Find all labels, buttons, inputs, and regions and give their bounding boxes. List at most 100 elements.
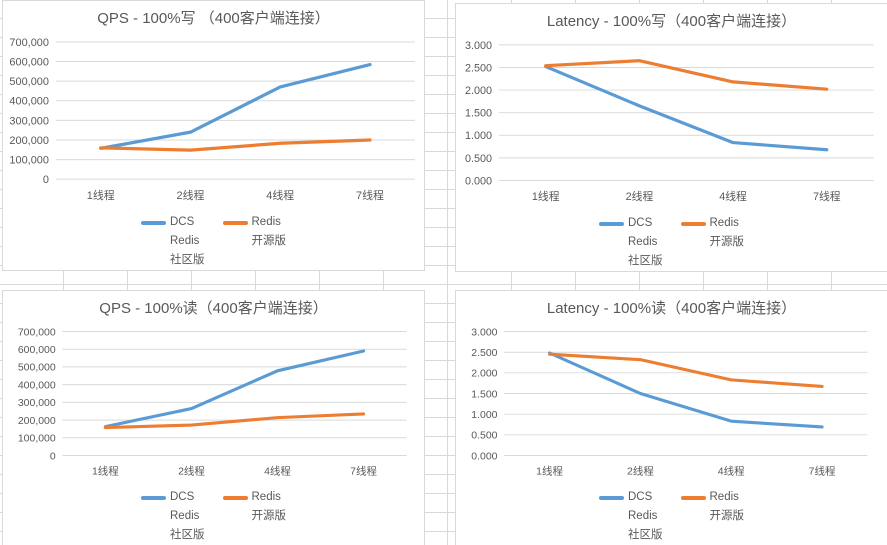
chart-legend: DCS Redis 社区版 Redis 开源版 <box>456 488 887 545</box>
legend-label-line: 开源版 <box>251 235 287 247</box>
series-line-dcs-redis <box>544 64 829 152</box>
legend-label-line: 开源版 <box>709 236 745 248</box>
legend-label-line: 社区版 <box>628 255 663 267</box>
chart-panel-qps-write[interactable]: QPS - 100%写 （400客户端连接） 0 100,000 200,000 30… <box>2 0 425 271</box>
y-tick-label: 700,000 <box>18 327 56 338</box>
x-tick-label: 2线程 <box>178 465 205 478</box>
x-tick-label: 7线程 <box>813 189 841 203</box>
series-line-redis-oss <box>99 138 372 152</box>
chart-legend: DCS Redis 社区版 Redis 开源版 <box>456 214 887 271</box>
x-tick-label: 2线程 <box>177 188 205 202</box>
plot-area: 0 100,000 200,000 300,000 400,000 500,000 600,… <box>9 37 415 202</box>
plot-area: 0.000 0.500 1.000 1.500 2.000 2.500 3.000 1线程 2线… <box>471 327 868 478</box>
x-tick-labels: 1线程 2线程 4线程 7线程 <box>87 188 384 202</box>
series-line-dcs-redis <box>547 351 824 429</box>
legend-label: Redis 开源版 <box>252 488 287 526</box>
series-line-redis-oss <box>544 59 829 91</box>
chart-title: QPS - 100%读（400客户端连接） <box>99 300 328 317</box>
legend-label-line: Redis <box>709 491 739 503</box>
y-tick-label: 600,000 <box>18 345 56 356</box>
series-line-redis-oss <box>547 352 824 389</box>
legend-item: Redis 开源版 <box>222 488 287 526</box>
legend-line-swatch <box>222 221 248 225</box>
plot-area: 0 100,000 200,000 300,000 400,000 500,000 600,… <box>18 327 407 478</box>
y-tick-label: 2.500 <box>471 348 497 359</box>
legend-line-swatch <box>222 496 248 500</box>
legend-line-swatch <box>680 496 706 500</box>
chart-panel-latency-read[interactable]: Latency - 100%读（400客户端连接） 0.000 0.500 1.00… <box>455 290 887 545</box>
series-line-dcs-redis <box>103 349 366 429</box>
y-tick-label: 1.500 <box>471 389 497 400</box>
legend-label-line: Redis <box>628 510 658 522</box>
chart-title: QPS - 100%写 （400客户端连接） <box>97 10 330 27</box>
legend-item: Redis 开源版 <box>680 214 745 252</box>
y-tick-label: 0 <box>50 451 56 462</box>
y-tick-label: 0.000 <box>465 175 492 187</box>
y-tick-label: 100,000 <box>9 155 48 167</box>
y-tick-label: 600,000 <box>9 57 48 69</box>
x-tick-label: 4线程 <box>266 188 294 202</box>
y-tick-label: 200,000 <box>9 135 48 147</box>
x-tick-label: 7线程 <box>350 465 377 478</box>
y-tick-label: 100,000 <box>18 434 56 445</box>
legend-label-line: Redis <box>251 491 281 503</box>
legend-label-line: DCS <box>628 491 653 503</box>
legend-item: DCS Redis 社区版 <box>141 488 205 545</box>
legend-label-line: 开源版 <box>709 510 745 522</box>
x-tick-label: 4线程 <box>719 189 747 203</box>
y-tick-label: 0 <box>43 174 49 186</box>
plot-area: 0.000 0.500 1.000 1.500 2.000 2.500 3.000 1线程 2线… <box>465 40 874 203</box>
legend-label-line: 社区版 <box>628 529 663 541</box>
x-tick-labels: 1线程 2线程 4线程 7线程 <box>536 465 836 478</box>
y-tick-label: 0.500 <box>465 153 492 165</box>
chart-panel-latency-write[interactable]: Latency - 100%写（400客户端连接） 0.000 0.500 1.00… <box>455 3 887 272</box>
y-tick-label: 3.000 <box>471 327 497 338</box>
legend-label-line: DCS <box>170 491 195 503</box>
y-tick-label: 400,000 <box>9 96 48 108</box>
legend-label: DCS Redis 社区版 <box>628 214 663 271</box>
y-tick-label: 2.000 <box>471 369 497 380</box>
legend-label-line: Redis <box>251 216 281 228</box>
x-tick-labels: 1线程 2线程 4线程 7线程 <box>92 465 377 478</box>
y-tick-label: 700,000 <box>9 37 48 49</box>
legend-label-line: 社区版 <box>170 529 205 541</box>
legend-label: Redis 开源版 <box>710 214 745 252</box>
legend-item: Redis 开源版 <box>222 213 287 251</box>
x-tick-label: 4线程 <box>718 465 745 478</box>
x-tick-label: 7线程 <box>356 188 384 202</box>
y-tick-label: 2.500 <box>465 62 492 74</box>
x-tick-label: 1线程 <box>87 188 115 202</box>
y-gridlines-and-ticks: 0 100,000 200,000 300,000 400,000 500,000 600,… <box>9 37 415 186</box>
y-tick-label: 300,000 <box>18 398 56 409</box>
x-tick-label: 1线程 <box>92 465 119 478</box>
legend-label-line: DCS <box>628 217 653 229</box>
y-tick-label: 2.000 <box>465 85 492 97</box>
series-line-dcs-redis <box>99 62 372 150</box>
x-tick-label: 1线程 <box>536 465 563 478</box>
y-tick-label: 500,000 <box>9 76 48 88</box>
y-tick-label: 200,000 <box>18 416 56 427</box>
y-tick-label: 1.000 <box>465 130 492 142</box>
x-tick-labels: 1线程 2线程 4线程 7线程 <box>532 189 841 203</box>
legend-item: DCS Redis 社区版 <box>141 213 205 270</box>
legend-line-swatch <box>141 496 166 500</box>
legend-label: Redis 开源版 <box>252 213 287 251</box>
y-tick-label: 400,000 <box>18 380 56 391</box>
legend-item: DCS Redis 社区版 <box>599 488 663 545</box>
legend-label-line: Redis <box>628 236 658 248</box>
chart-legend: DCS Redis 社区版 Redis 开源版 <box>3 488 424 545</box>
y-tick-label: 3.000 <box>465 40 492 52</box>
y-tick-label: 1.000 <box>471 410 497 421</box>
legend-label-line: 社区版 <box>170 254 205 266</box>
chart-title: Latency - 100%读（400客户端连接） <box>546 300 797 317</box>
legend-label-line: Redis <box>170 510 200 522</box>
chart-panel-qps-read[interactable]: QPS - 100%读（400客户端连接） 0 100,000 200,000 300… <box>2 290 425 545</box>
legend-line-swatch <box>680 222 706 226</box>
legend-line-swatch <box>141 221 166 225</box>
legend-line-swatch <box>599 496 624 500</box>
legend-label-line: Redis <box>709 217 739 229</box>
legend-item: DCS Redis 社区版 <box>599 214 663 271</box>
series-line-redis-oss <box>103 412 366 430</box>
legend-label-line: Redis <box>170 235 200 247</box>
legend-item: Redis 开源版 <box>680 488 745 526</box>
